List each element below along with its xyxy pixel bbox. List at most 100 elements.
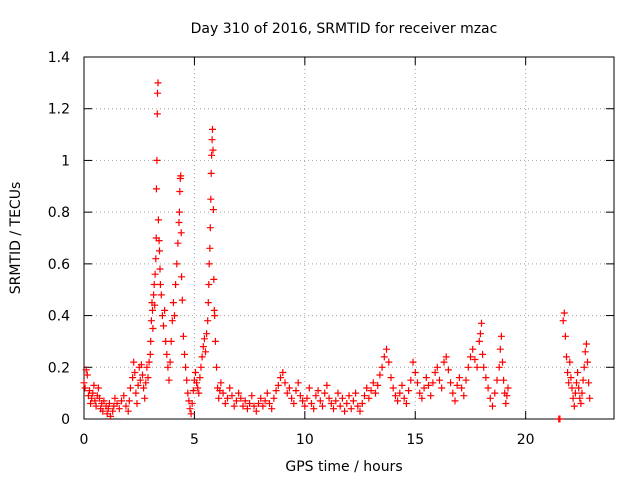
data-point (120, 392, 128, 400)
data-point (409, 358, 417, 366)
data-point (115, 405, 123, 413)
data-point (449, 389, 457, 397)
data-point (290, 400, 298, 407)
data-point (581, 348, 589, 356)
data-point (327, 400, 335, 407)
data-point (230, 402, 238, 410)
data-point (372, 389, 379, 397)
data-point (296, 392, 304, 400)
data-point (151, 270, 159, 278)
data-point (503, 392, 511, 400)
data-point (226, 384, 234, 392)
data-point (440, 358, 448, 366)
data-point (383, 345, 390, 353)
data-point (436, 376, 443, 384)
data-point (206, 224, 214, 232)
data-point (349, 397, 357, 405)
data-point (175, 208, 183, 216)
data-point (129, 374, 137, 382)
data-point (429, 379, 437, 387)
data-point (178, 273, 186, 281)
data-point (139, 371, 146, 379)
data-point (281, 379, 289, 387)
data-point (167, 337, 175, 345)
data-point (418, 394, 426, 402)
data-point (235, 389, 243, 397)
y-axis-label: SRMTID / TECUs (8, 182, 24, 295)
data-point (398, 381, 406, 389)
data-point (266, 400, 273, 407)
x-tick-label: 15 (406, 432, 424, 448)
data-point (210, 275, 218, 283)
data-point (252, 407, 260, 415)
data-point (301, 402, 309, 410)
data-point (489, 402, 496, 410)
y-tick-label: 0 (61, 412, 70, 428)
data-point (166, 358, 174, 366)
data-point (207, 169, 215, 177)
data-point (288, 394, 296, 402)
data-point (124, 407, 132, 415)
data-point (469, 345, 477, 353)
data-point (416, 389, 424, 397)
data-point (157, 291, 165, 299)
data-point (378, 363, 386, 371)
data-point (211, 312, 219, 320)
data-point (172, 281, 180, 288)
data-point (149, 325, 157, 332)
data-point (80, 379, 88, 387)
data-point (564, 369, 572, 376)
data-point (369, 379, 377, 387)
data-point (125, 397, 133, 405)
data-point (109, 407, 117, 415)
data-point (283, 389, 291, 397)
data-point (277, 374, 284, 382)
data-point (206, 244, 214, 252)
data-point (303, 394, 311, 402)
data-point (154, 79, 162, 87)
data-point (475, 337, 483, 345)
data-point (462, 376, 470, 384)
x-axis-label: GPS time / hours (285, 459, 402, 475)
data-point (163, 350, 171, 358)
data-point (96, 394, 103, 402)
data-point (438, 384, 446, 392)
data-point (126, 384, 134, 392)
data-point (263, 389, 271, 397)
data-point (323, 381, 331, 389)
data-point (387, 374, 395, 382)
data-point (504, 384, 512, 392)
data-point (310, 405, 318, 413)
data-point (586, 394, 594, 402)
data-point (100, 397, 108, 405)
data-point (217, 379, 225, 387)
data-point (177, 229, 185, 237)
data-point (156, 247, 163, 255)
data-point (200, 335, 208, 343)
data-point (308, 400, 315, 407)
data-point (174, 239, 182, 247)
data-point (141, 394, 149, 402)
data-point (405, 387, 413, 395)
data-point (467, 353, 474, 361)
data-point (502, 400, 510, 407)
data-point (196, 374, 204, 382)
data-point (565, 379, 573, 387)
data-point (257, 394, 265, 402)
data-point (91, 397, 99, 405)
data-point (118, 397, 125, 405)
data-point (444, 366, 452, 374)
data-point (484, 384, 492, 392)
y-tick-label: 1.4 (48, 50, 70, 66)
data-point (132, 389, 140, 397)
data-point (177, 172, 185, 180)
data-point (130, 358, 138, 366)
data-point (563, 353, 570, 361)
data-point (343, 400, 351, 407)
data-point (153, 110, 161, 118)
data-point (137, 361, 145, 369)
data-point (221, 400, 229, 407)
data-point (361, 392, 368, 400)
data-point (165, 376, 173, 384)
